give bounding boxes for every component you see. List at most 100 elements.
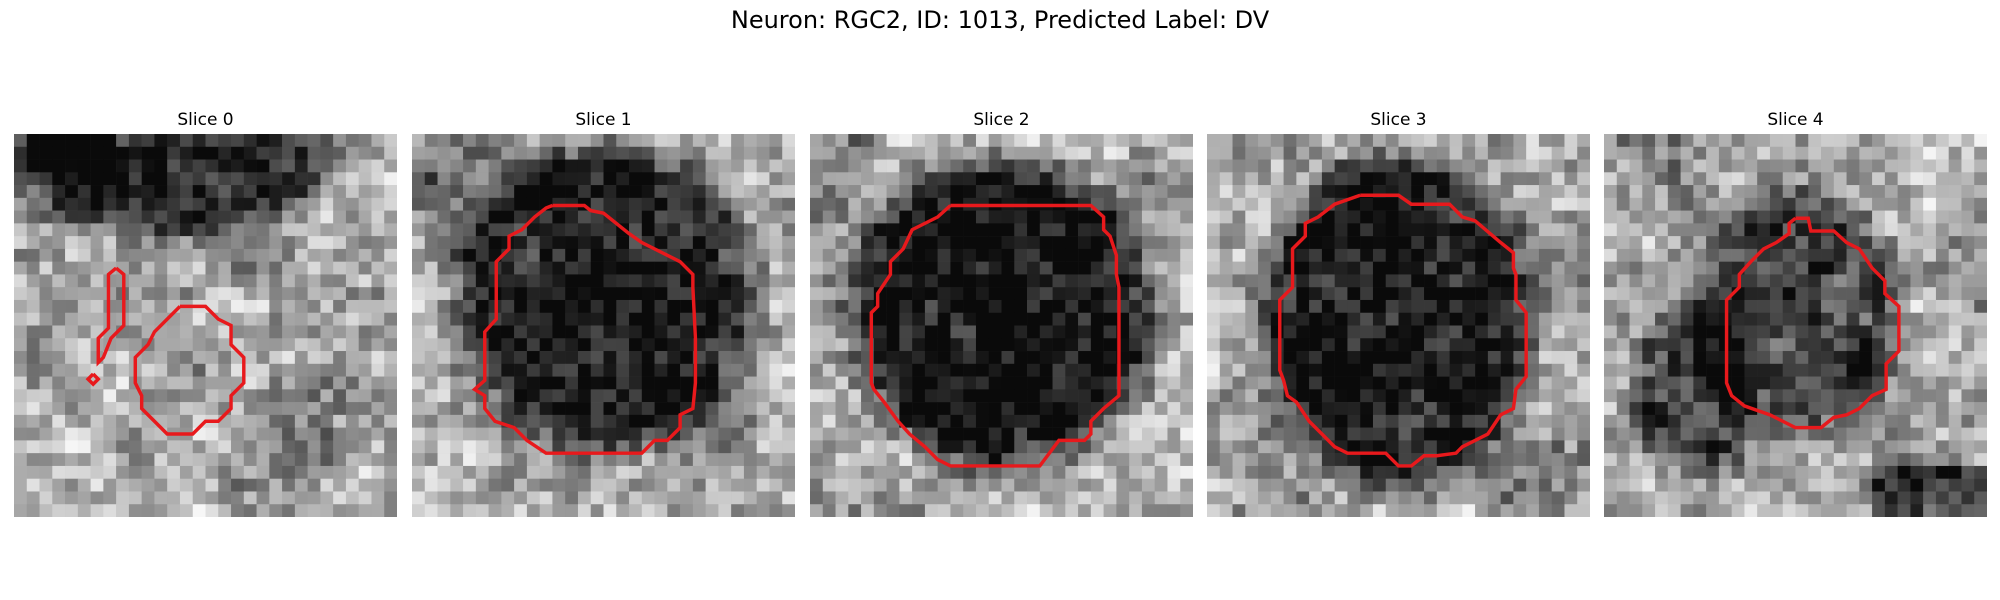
image-pixel	[539, 223, 553, 237]
image-pixel	[154, 223, 168, 237]
image-pixel	[345, 274, 359, 288]
image-pixel	[1411, 236, 1425, 250]
segmentation-contour	[133, 304, 246, 436]
image-pixel	[577, 376, 591, 390]
image-pixel	[412, 504, 426, 517]
image-pixel	[565, 261, 579, 275]
image-pixel	[1296, 351, 1310, 365]
image-pixel	[1642, 261, 1656, 275]
image-pixel	[1116, 504, 1130, 517]
image-pixel	[1001, 274, 1015, 288]
image-pixel	[116, 146, 130, 160]
image-pixel	[1808, 363, 1822, 377]
image-pixel	[52, 402, 66, 416]
image-pixel	[514, 185, 528, 199]
image-pixel	[1680, 402, 1694, 416]
image-pixel	[1782, 338, 1796, 352]
image-pixel	[680, 478, 694, 492]
image-pixel	[1604, 491, 1618, 505]
image-pixel	[463, 427, 477, 441]
image-pixel	[1642, 185, 1656, 199]
image-pixel	[1616, 427, 1630, 441]
image-pixel	[1424, 261, 1438, 275]
image-pixel	[1103, 248, 1117, 262]
image-pixel	[1629, 185, 1643, 199]
image-pixel	[52, 478, 66, 492]
image-pixel	[1090, 274, 1104, 288]
image-pixel	[1078, 299, 1092, 313]
image-pixel	[192, 402, 206, 416]
image-pixel	[371, 223, 385, 237]
image-pixel	[1846, 299, 1860, 313]
image-pixel	[1001, 299, 1015, 313]
image-pixel	[590, 146, 604, 160]
image-pixel	[333, 185, 347, 199]
image-pixel	[1385, 478, 1399, 492]
image-pixel	[179, 210, 193, 224]
image-pixel	[590, 134, 604, 148]
image-pixel	[1258, 197, 1272, 211]
image-pixel	[810, 465, 824, 479]
image-pixel	[141, 197, 155, 211]
image-pixel	[1449, 351, 1463, 365]
image-pixel	[1232, 223, 1246, 237]
image-pixel	[731, 414, 745, 428]
image-pixel	[205, 440, 219, 454]
image-pixel	[539, 159, 553, 173]
image-pixel	[424, 274, 438, 288]
image-pixel	[1897, 363, 1911, 377]
image-pixel	[950, 210, 964, 224]
image-pixel	[1258, 274, 1272, 288]
image-pixel	[141, 236, 155, 250]
image-pixel	[1808, 453, 1822, 467]
image-pixel	[1604, 299, 1618, 313]
image-pixel	[1180, 465, 1193, 479]
image-pixel	[90, 402, 104, 416]
image-pixel	[1693, 414, 1707, 428]
image-pixel	[1065, 478, 1079, 492]
image-pixel	[641, 351, 655, 365]
image-pixel	[1513, 223, 1527, 237]
image-pixel	[179, 465, 193, 479]
image-pixel	[1141, 491, 1155, 505]
image-pixel	[641, 491, 655, 505]
image-pixel	[616, 261, 630, 275]
image-pixel	[103, 185, 117, 199]
image-pixel	[1667, 274, 1681, 288]
image-pixel	[1027, 338, 1041, 352]
image-pixel	[1219, 351, 1233, 365]
image-pixel	[950, 248, 964, 262]
image-pixel	[1347, 363, 1361, 377]
image-pixel	[937, 236, 951, 250]
image-pixel	[641, 159, 655, 173]
image-pixel	[1526, 440, 1540, 454]
image-pixel	[1436, 504, 1450, 517]
image-pixel	[899, 465, 913, 479]
image-pixel	[873, 376, 887, 390]
image-pixel	[1167, 414, 1181, 428]
image-pixel	[424, 351, 438, 365]
image-pixel	[731, 351, 745, 365]
image-pixel	[128, 453, 142, 467]
image-pixel	[1744, 274, 1758, 288]
image-pixel	[501, 338, 515, 352]
image-pixel	[539, 389, 553, 403]
image-pixel	[1897, 312, 1911, 326]
image-pixel	[1167, 274, 1181, 288]
image-pixel	[1436, 134, 1450, 148]
image-pixel	[1538, 274, 1552, 288]
image-pixel	[65, 376, 79, 390]
image-pixel	[501, 172, 515, 186]
image-pixel	[358, 453, 372, 467]
image-pixel	[77, 440, 91, 454]
image-pixel	[1974, 185, 1987, 199]
image-pixel	[1551, 287, 1565, 301]
image-pixel	[1116, 172, 1130, 186]
image-pixel	[1526, 185, 1540, 199]
image-pixel	[1923, 402, 1937, 416]
image-pixel	[1693, 440, 1707, 454]
image-pixel	[307, 274, 321, 288]
image-pixel	[1360, 402, 1374, 416]
image-pixel	[835, 427, 849, 441]
image-pixel	[1693, 338, 1707, 352]
